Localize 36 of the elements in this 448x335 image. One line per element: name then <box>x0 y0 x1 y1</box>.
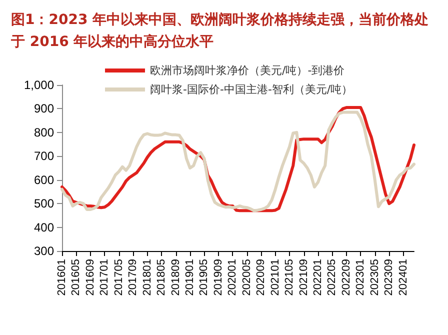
x-tick-label: 201705 <box>112 259 125 296</box>
x-tick-label: 201809 <box>170 259 182 296</box>
chart-title: 图1：2023 年中以来中国、欧洲阔叶浆价格持续走强，当前价格处于 2016 年以来的中高分位水平 <box>10 12 429 50</box>
y-tick-label: 800 <box>34 125 54 140</box>
y-tick-label: 500 <box>34 196 54 211</box>
x-tick-label: 202001 <box>226 259 239 296</box>
x-tick-label: 202209 <box>340 259 352 296</box>
x-tick-label: 202201 <box>312 259 324 296</box>
y-tick-label: 400 <box>34 220 54 234</box>
x-tick-label: 201601 <box>56 259 68 296</box>
y-tick-label: 700 <box>34 149 54 164</box>
y-tick-label: 600 <box>34 172 54 187</box>
y-tick-label: 300 <box>34 244 54 258</box>
x-tick-label: 201609 <box>84 259 96 296</box>
x-tick-label: 202101 <box>269 259 282 296</box>
x-tick-label: 201909 <box>212 259 224 296</box>
x-tick-label: 202301 <box>354 259 367 296</box>
x-tick-label: 201709 <box>127 259 140 296</box>
x-tick-label: 201605 <box>70 259 82 296</box>
x-tick-label: 201901 <box>184 259 196 296</box>
x-tick-label: 201805 <box>156 259 168 296</box>
x-tick-label: 202109 <box>298 259 310 296</box>
x-tick-label: 202005 <box>240 259 253 296</box>
x-tick-label: 202009 <box>255 259 268 296</box>
x-tick-label: 201701 <box>98 259 111 296</box>
x-tick-label: 202205 <box>326 259 338 296</box>
y-tick-label: 1,000 <box>24 78 54 92</box>
y-tick-label: 900 <box>34 102 54 116</box>
x-tick-label: 201801 <box>141 259 154 296</box>
x-tick-label: 202309 <box>383 259 396 296</box>
x-tick-label: 202105 <box>284 259 296 296</box>
legend-label: 欧洲市场阔叶浆净价（美元/吨）-到港价 <box>150 64 345 77</box>
legend-label: 阔叶浆-国际价-中国主港-智利（美元/吨） <box>150 83 353 96</box>
x-tick-label: 202305 <box>368 259 381 296</box>
x-tick-label: 201905 <box>198 259 210 296</box>
x-tick-label: 202401 <box>397 259 410 296</box>
